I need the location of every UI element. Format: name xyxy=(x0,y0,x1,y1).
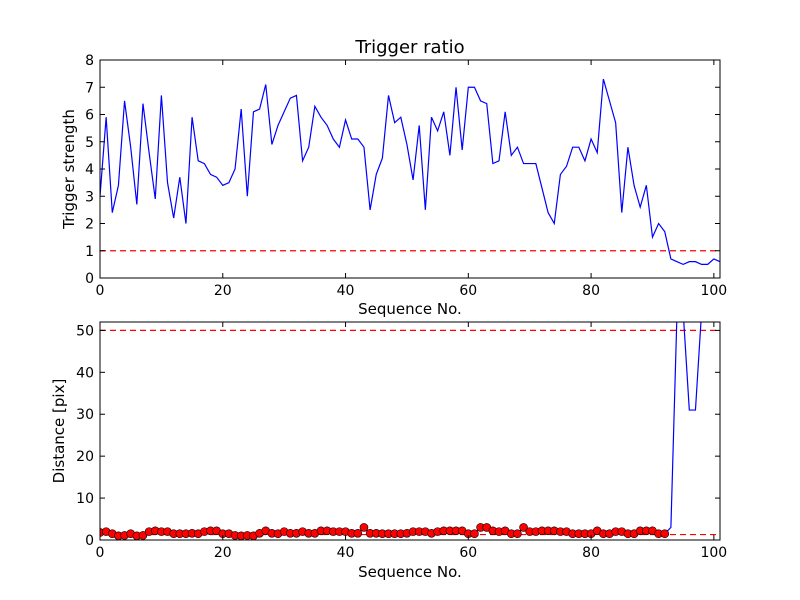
trigger-x-tick-label: 40 xyxy=(337,283,355,299)
trigger-plot-area xyxy=(100,78,720,266)
distance-plot-frame xyxy=(99,321,721,541)
trigger-x-axis-label: Sequence No. xyxy=(358,300,462,318)
trigger-ratio-chart: Trigger ratio 0 20 40 60 80 100 0 1 2 3 4 5 6 7 8 Seq… xyxy=(60,37,727,318)
distance-chart: 0 20 40 60 80 100 0 10 20 30 40 50 Sequence No. Di… xyxy=(50,321,727,581)
trigger-x-ticks: 0 20 40 60 80 100 xyxy=(96,60,727,299)
trigger-x-tick-label: 100 xyxy=(700,283,727,299)
distance-data-point xyxy=(359,523,369,532)
distance-y-tick-label: 50 xyxy=(76,323,94,339)
distance-data-point xyxy=(470,529,479,539)
distance-x-ticks: 0 20 40 60 80 100 xyxy=(96,322,727,561)
distance-y-tick-label: 0 xyxy=(85,533,94,549)
distance-x-tick-label: 80 xyxy=(582,545,600,561)
distance-x-tick-label: 60 xyxy=(459,545,477,561)
trigger-y-axis-label: Trigger strength xyxy=(60,109,78,230)
trigger-y-tick-label: 4 xyxy=(85,162,94,178)
trigger-y-tick-label: 8 xyxy=(85,53,94,69)
trigger-y-tick-label: 3 xyxy=(85,189,94,205)
trigger-y-tick-label: 6 xyxy=(85,108,94,124)
distance-x-tick-label: 20 xyxy=(214,545,232,561)
distance-y-tick-label: 10 xyxy=(76,491,94,507)
distance-data-point xyxy=(513,529,522,539)
distance-x-tick-label: 100 xyxy=(700,545,727,561)
trigger-x-tick-label: 60 xyxy=(459,283,477,299)
distance-x-tick-label: 40 xyxy=(337,545,355,561)
trigger-x-tick-label: 0 xyxy=(96,283,105,299)
distance-y-ticks: 0 10 20 30 40 50 xyxy=(76,323,720,549)
distance-y-tick-label: 30 xyxy=(76,407,94,423)
trigger-x-tick-label: 20 xyxy=(214,283,232,299)
distance-plot-area xyxy=(100,322,720,540)
distance-data-point xyxy=(353,528,363,538)
chart-title: Trigger ratio xyxy=(354,37,464,58)
distance-data-point xyxy=(138,531,148,540)
trigger-y-tick-label: 5 xyxy=(85,135,94,151)
distance-y-tick-label: 40 xyxy=(76,365,94,381)
trigger-series-line xyxy=(100,78,720,266)
trigger-x-tick-label: 80 xyxy=(582,283,600,299)
trigger-y-tick-label: 1 xyxy=(85,244,94,260)
distance-y-axis-label: Distance [pix] xyxy=(50,379,68,484)
distance-x-tick-label: 0 xyxy=(96,545,105,561)
trigger-y-tick-label: 2 xyxy=(85,217,94,233)
trigger-y-ticks: 0 1 2 3 4 5 6 7 8 xyxy=(85,53,720,287)
distance-data-point xyxy=(660,529,670,539)
distance-data-point xyxy=(519,523,528,532)
trigger-y-tick-label: 7 xyxy=(85,80,94,96)
trigger-y-tick-label: 0 xyxy=(85,271,94,287)
distance-x-axis-label: Sequence No. xyxy=(358,563,462,581)
distance-y-tick-label: 20 xyxy=(76,449,94,465)
